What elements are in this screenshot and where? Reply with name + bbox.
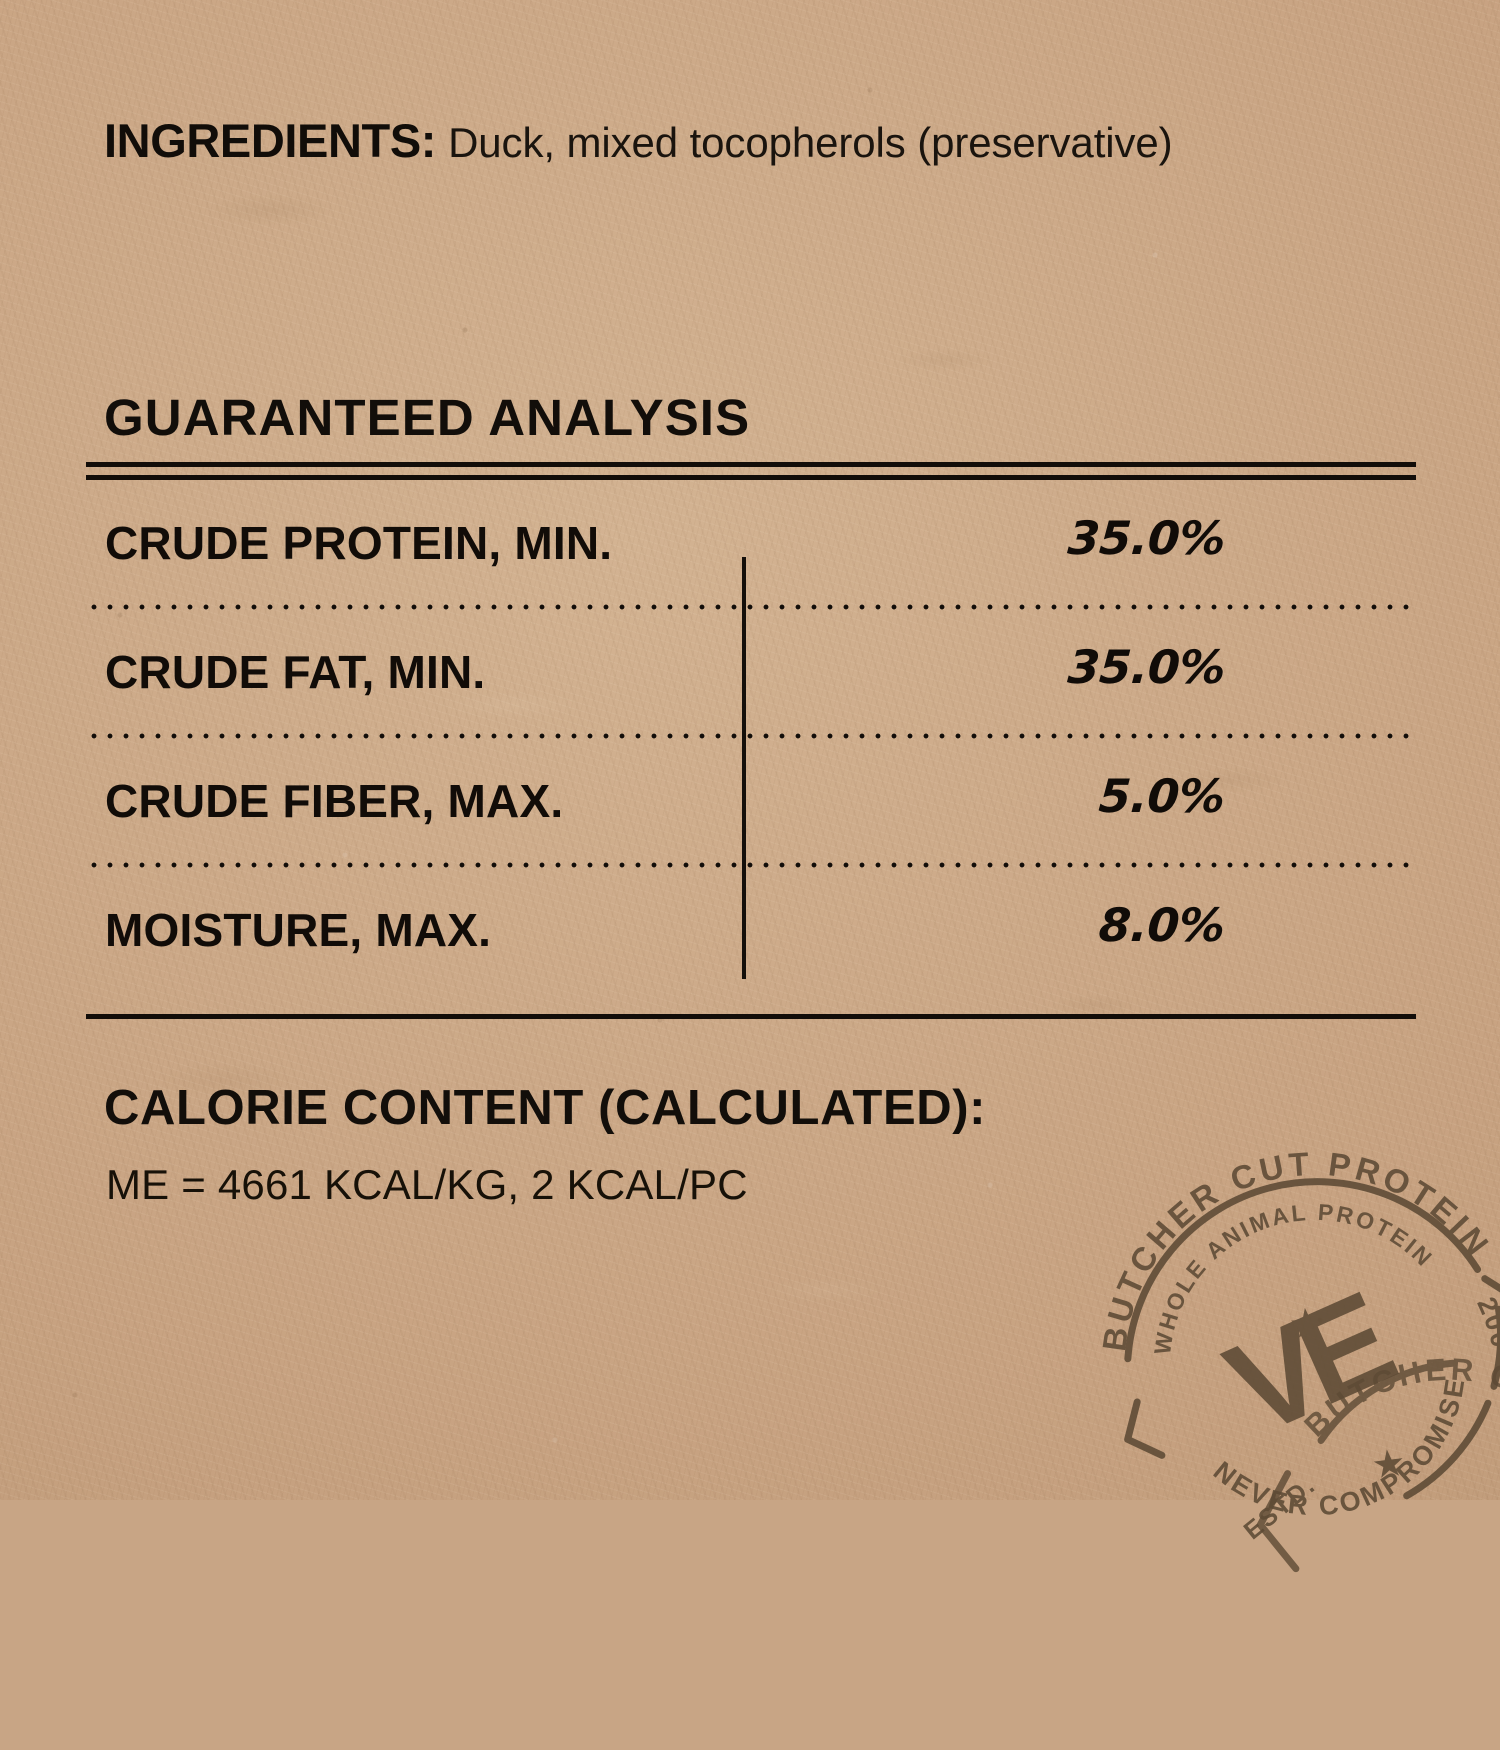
- stamp-star-top-icon: ★: [1286, 1299, 1327, 1349]
- guaranteed-analysis-top-double-rule: [86, 462, 1416, 480]
- nutrient-name: CRUDE FAT, MIN.: [105, 646, 486, 698]
- stamp-estd-text: ESTD.: [1239, 1471, 1322, 1540]
- ingredients-value: Duck, mixed tocopherols (preservative): [448, 119, 1173, 166]
- svg-text:BUTCHER CUT PROTEIN: BUTCHER CUT PROTEIN: [1292, 1350, 1500, 1609]
- svg-text:NEVER COMPROMISE: NEVER COMPROMISE: [1199, 1371, 1486, 1535]
- nutrient-name: MOISTURE, MAX.: [105, 904, 492, 956]
- calorie-content-heading: CALORIE CONTENT (CALCULATED):: [104, 1081, 987, 1135]
- svg-text:BUTCHER CUT PROTEIN: BUTCHER CUT PROTEIN: [1090, 1140, 1500, 1358]
- row-separator-dotted: [86, 733, 1416, 739]
- guaranteed-analysis-bottom-rule: [86, 1014, 1416, 1019]
- stamp-monogram-ve-icon: VE: [1207, 1265, 1410, 1463]
- pet-food-label-panel: INGREDIENTS: Duck, mixed tocopherols (pre…: [0, 0, 1500, 1609]
- table-column-divider: [742, 557, 746, 979]
- stamp-outer-arc-text: BUTCHER CUT PROTEIN: [1090, 1140, 1500, 1358]
- butcher-cut-protein-stamp-icon: BUTCHER CUT PROTEIN WHOLE ANIMAL PROTEIN…: [1090, 1140, 1500, 1540]
- table-row: CRUDE FIBER, MAX. 5.0%: [86, 739, 1416, 868]
- table-row: MOISTURE, MAX. 8.0%: [86, 868, 1416, 997]
- nutrient-name: CRUDE PROTEIN, MIN.: [105, 517, 613, 569]
- svg-text:ESTD.: ESTD.: [1239, 1471, 1322, 1540]
- row-separator-dotted: [86, 604, 1416, 610]
- stamp-bottom-arc-text: NEVER COMPROMISE: [1199, 1371, 1486, 1535]
- table-row: CRUDE PROTEIN, MIN. 35.0%: [86, 481, 1416, 610]
- ingredients-label: INGREDIENTS:: [104, 114, 437, 167]
- secondary-butcher-cut-stamp-icon: BUTCHER CUT PROTEIN: [1256, 1350, 1500, 1609]
- ingredients-row: INGREDIENTS: Duck, mixed tocopherols (pre…: [104, 117, 1434, 164]
- guaranteed-analysis-table: CRUDE PROTEIN, MIN. 35.0% CRUDE FAT, MIN…: [86, 481, 1416, 997]
- nutrient-value: 35.0%: [1066, 511, 1227, 565]
- svg-text:WHOLE ANIMAL PROTEIN: WHOLE ANIMAL PROTEIN: [1133, 1183, 1447, 1359]
- svg-text:200: 200: [1470, 1291, 1500, 1353]
- nutrient-value: 8.0%: [1097, 898, 1227, 952]
- table-row: CRUDE FAT, MIN. 35.0%: [86, 610, 1416, 739]
- stamp-star-bottom-icon: ★: [1369, 1440, 1408, 1488]
- guaranteed-analysis-heading: GUARANTEED ANALYSIS: [104, 389, 751, 446]
- brand-stamp-group: BUTCHER CUT PROTEIN: [1090, 1140, 1500, 1609]
- svg-text:VE: VE: [1207, 1265, 1410, 1463]
- calorie-content-detail: ME = 4661 KCAL/KG, 2 KCAL/PC: [106, 1161, 748, 1208]
- nutrient-value: 5.0%: [1097, 769, 1227, 823]
- rule-line-upper: [86, 462, 1416, 467]
- stamp-estd-year: 200: [1470, 1291, 1500, 1353]
- stamp-inner-arc-text: WHOLE ANIMAL PROTEIN: [1133, 1183, 1447, 1359]
- rule-line-lower: [86, 475, 1416, 480]
- nutrient-value: 35.0%: [1066, 640, 1227, 694]
- nutrient-name: CRUDE FIBER, MAX.: [105, 775, 564, 827]
- row-separator-dotted: [86, 862, 1416, 868]
